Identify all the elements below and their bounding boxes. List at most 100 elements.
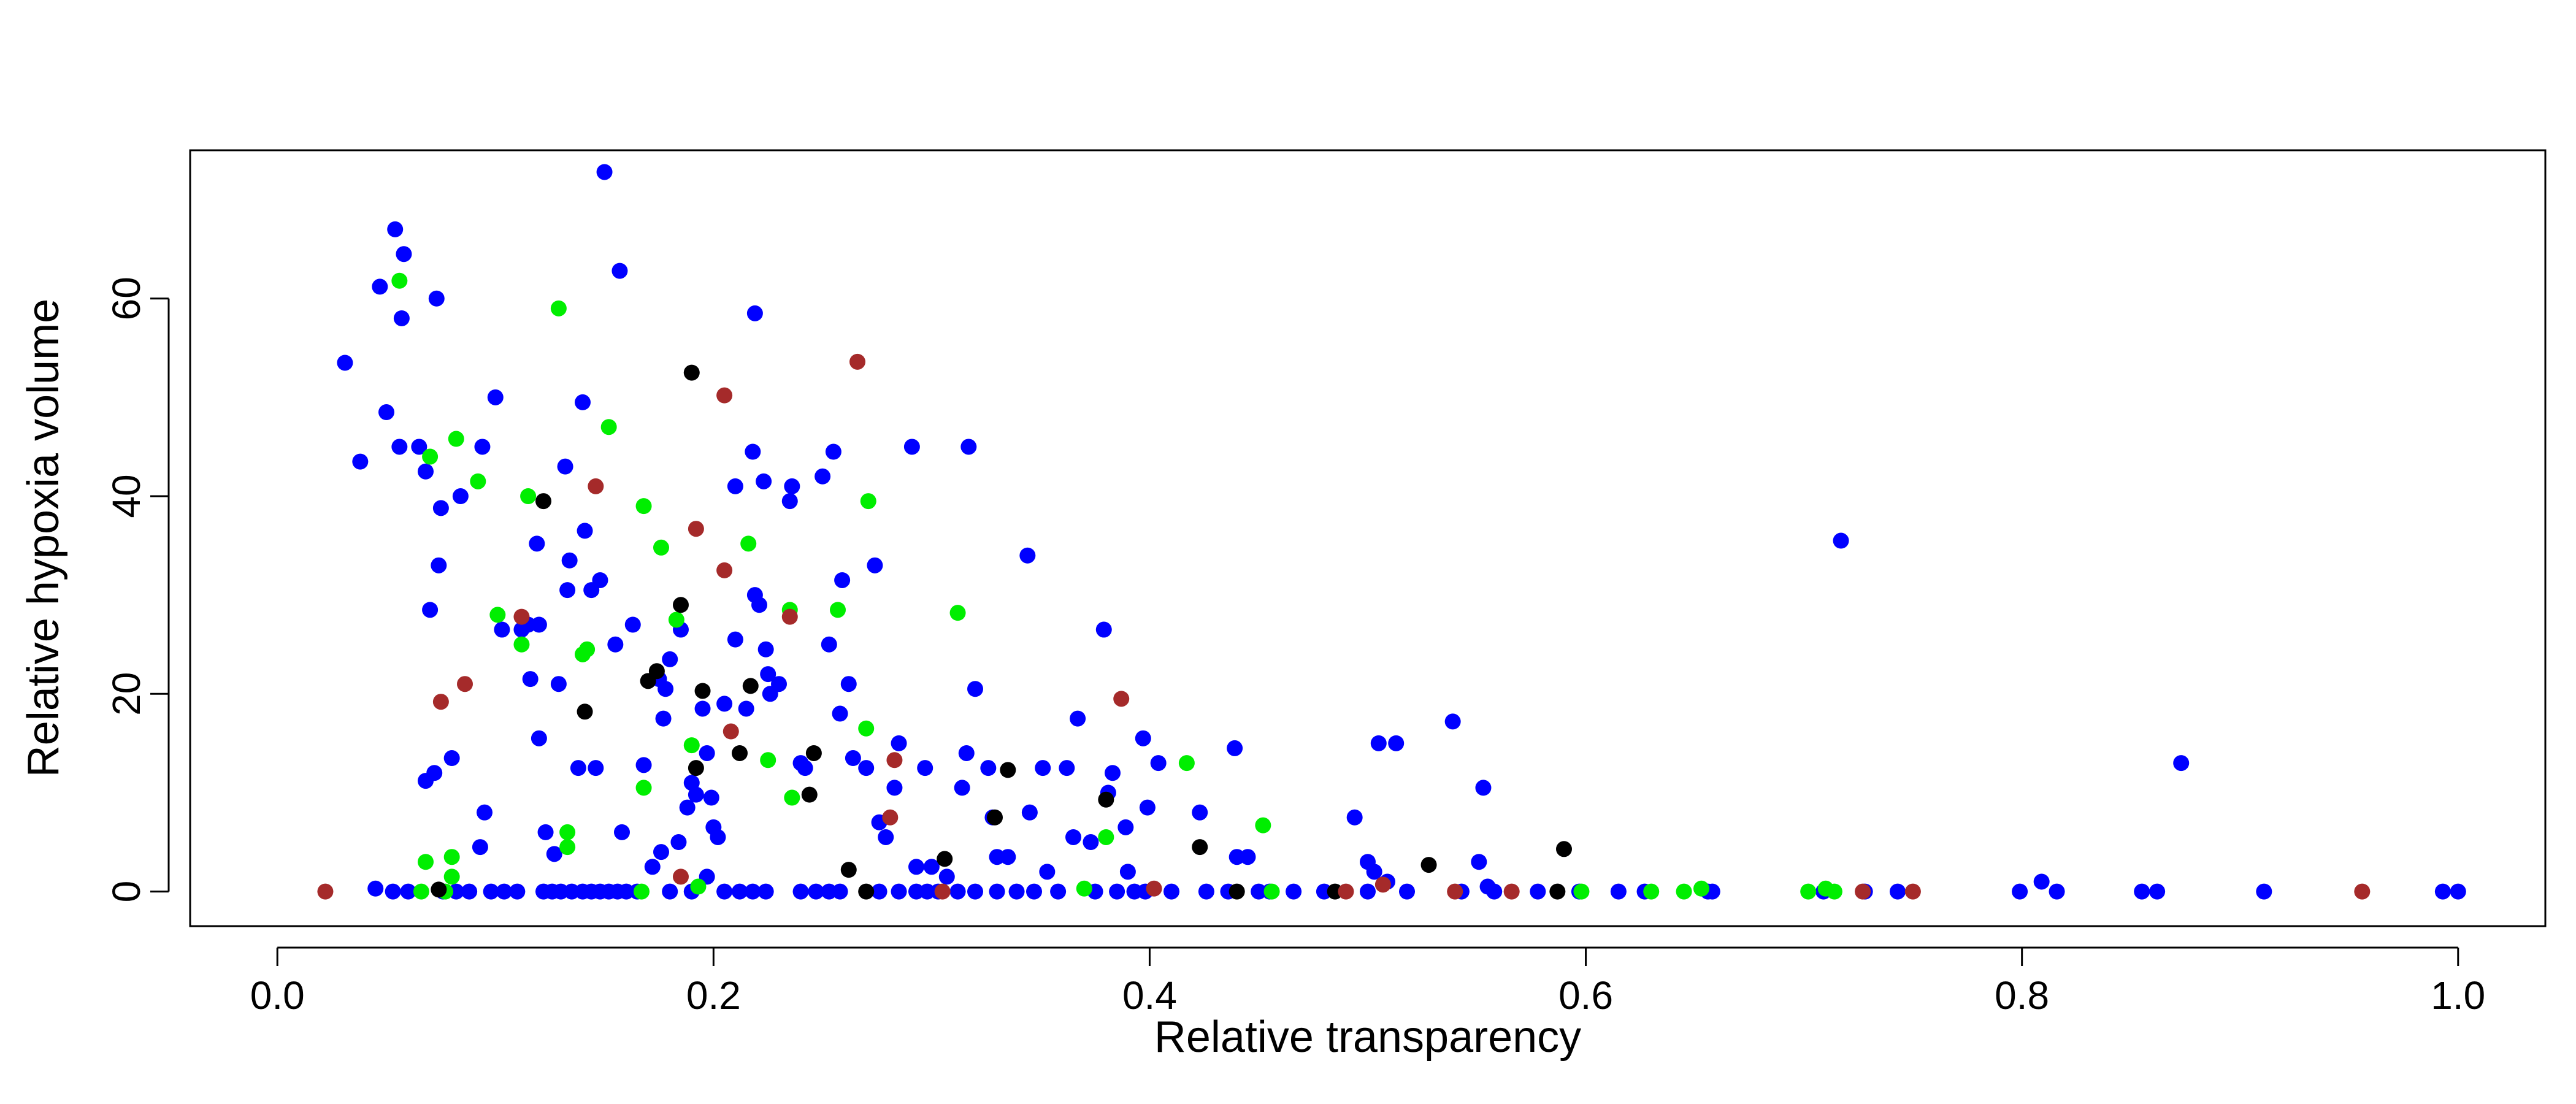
y-tick-label: 60: [104, 277, 148, 320]
data-point: [600, 419, 617, 435]
data-point: [559, 582, 576, 599]
data-point: [1109, 883, 1125, 900]
data-point: [607, 636, 624, 653]
data-point: [771, 676, 787, 692]
data-point: [418, 773, 434, 789]
data-point: [448, 431, 464, 447]
data-point: [732, 745, 748, 761]
data-point: [723, 723, 739, 740]
data-point: [1000, 849, 1016, 865]
data-point: [1050, 883, 1067, 900]
data-point: [792, 883, 809, 900]
data-point: [1026, 883, 1042, 900]
data-point: [688, 760, 704, 776]
data-point: [443, 849, 460, 865]
data-point: [1039, 864, 1056, 880]
data-point: [2450, 883, 2466, 900]
data-point: [588, 760, 604, 776]
data-point: [535, 493, 551, 510]
data-point: [908, 859, 924, 875]
data-point: [1163, 883, 1179, 900]
data-point: [520, 488, 537, 505]
data-point: [317, 883, 334, 900]
data-point: [1370, 735, 1387, 751]
data-point: [1800, 883, 1817, 900]
data-point: [1826, 883, 1842, 900]
data-point: [832, 883, 848, 900]
data-point: [1095, 621, 1112, 638]
data-point: [694, 700, 711, 717]
data-point: [655, 710, 672, 727]
data-point: [849, 353, 865, 370]
data-point: [1065, 829, 1081, 845]
data-point: [716, 562, 733, 578]
data-point: [840, 676, 857, 692]
data-point: [1139, 799, 1156, 816]
data-point: [1316, 883, 1332, 900]
data-point: [858, 720, 875, 737]
data-point: [575, 394, 591, 410]
data-point: [570, 760, 586, 776]
data-point: [805, 745, 822, 761]
data-point: [457, 676, 473, 692]
data-point: [1263, 883, 1280, 900]
data-point: [579, 641, 596, 657]
data-point: [808, 883, 824, 900]
data-point: [908, 883, 924, 900]
data-point: [716, 696, 733, 712]
data-point: [1486, 883, 1503, 900]
data-point: [1360, 883, 1376, 900]
data-point: [387, 221, 404, 237]
data-point: [432, 500, 449, 516]
data-point: [1119, 864, 1136, 880]
data-point: [710, 829, 726, 845]
data-point: [472, 839, 488, 856]
data-point: [550, 676, 567, 692]
data-point: [396, 246, 412, 263]
data-point: [860, 493, 876, 510]
data-point: [1000, 762, 1016, 778]
data-point: [757, 883, 774, 900]
data-point: [781, 608, 798, 625]
data-point: [644, 859, 661, 875]
data-point: [825, 443, 841, 460]
data-point: [732, 883, 748, 900]
data-point: [1471, 854, 1487, 870]
data-point: [1374, 876, 1391, 893]
data-point: [2256, 883, 2272, 900]
x-tick-label: 0.6: [1558, 973, 1613, 1018]
data-point: [1178, 755, 1195, 772]
data-point: [487, 389, 504, 405]
data-point: [871, 883, 887, 900]
data-point: [1098, 791, 1114, 808]
data-point: [1083, 834, 1099, 851]
data-point: [550, 300, 567, 316]
data-point: [903, 439, 920, 455]
data-point: [989, 849, 1005, 865]
data-point: [1192, 804, 1208, 821]
data-point: [513, 608, 530, 625]
data-point: [564, 883, 580, 900]
data-point: [781, 493, 798, 510]
data-point: [662, 651, 678, 667]
data-point: [1444, 713, 1461, 730]
data-point: [683, 364, 700, 381]
data-point: [372, 278, 388, 295]
data-point: [699, 745, 715, 761]
data-point: [596, 164, 613, 180]
data-point: [1021, 804, 1038, 821]
data-point: [673, 868, 689, 885]
data-point: [352, 453, 369, 470]
data-points: [317, 164, 2466, 900]
data-point: [494, 621, 510, 638]
data-point: [1610, 883, 1627, 900]
data-point: [483, 883, 499, 900]
data-point: [1388, 735, 1405, 751]
data-point: [1098, 829, 1114, 845]
data-point: [577, 703, 593, 720]
data-point: [648, 663, 665, 680]
data-point: [400, 883, 416, 900]
data-point: [448, 883, 464, 900]
data-point: [1105, 765, 1121, 781]
data-point: [470, 473, 486, 489]
